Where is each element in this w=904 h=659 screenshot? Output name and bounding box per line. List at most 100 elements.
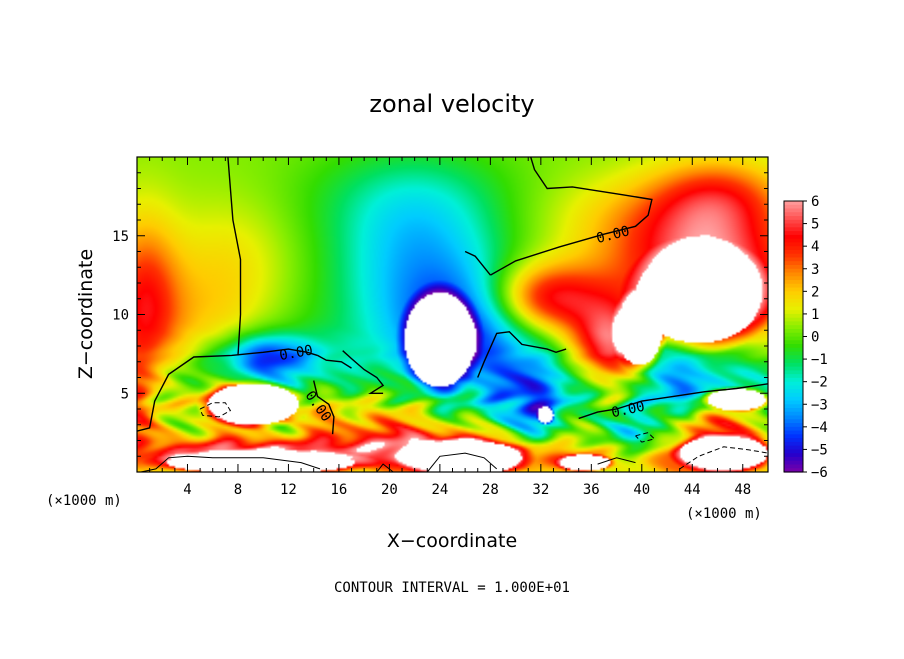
colorbar-swatch [784,291,803,296]
x-axis-ticks: 4 8 12 16 20 24 28 32 36 40 44 48 [149,157,756,498]
colorbar-swatch [784,287,803,292]
colorbar-swatch [784,249,803,255]
colorbar-swatch [784,404,803,409]
x-tick-label: 48 [734,482,751,498]
contour-label: 0.00 [278,342,314,364]
colorbar-swatch [784,208,803,213]
colorbar-swatch [784,216,803,221]
colorbar-tick-label: −6 [811,465,828,481]
colorbar-tick-label: −1 [811,352,828,368]
colorbar-swatch [784,321,803,326]
zero-contour-line [313,380,335,435]
x-tick-label: 12 [280,482,297,498]
x-tick-label: 4 [183,482,191,498]
colorbar-swatch [784,347,803,353]
x-tick-label: 44 [684,482,701,498]
zero-contour-line [464,250,491,276]
x-tick-label: 28 [482,482,499,498]
colorbar-swatch [784,246,803,251]
colorbar-swatch [784,392,803,398]
colorbar-swatch [784,276,803,281]
colorbar-swatch [784,355,803,360]
colorbar-swatch [784,223,803,228]
colorbar-swatch [784,201,803,206]
x-tick-label: 20 [381,482,398,498]
colorbar-swatch [784,212,803,217]
colorbar-swatch [784,385,803,390]
zero-contour-line [227,157,242,356]
colorbar-swatch [784,351,803,356]
x-axis-right-scale-note: (×1000 m) [686,506,762,522]
colorbar-swatch [784,396,803,402]
colorbar-swatch [784,419,803,424]
colorbar-swatch [784,325,803,330]
colorbar-tick-label: 6 [811,194,819,210]
colorbar-swatch [784,438,803,443]
colorbar-tick-label: −3 [811,397,828,413]
colorbar-swatch [784,227,803,232]
colorbar-swatch [784,445,803,451]
colorbar-swatch [784,362,803,368]
x-tick-label: 40 [633,482,650,498]
x-tick-label: 36 [583,482,600,498]
colorbar-swatch [784,453,803,458]
colorbar-swatch [784,377,803,383]
colorbar-swatch [784,411,803,417]
colorbar-swatch [784,298,803,304]
x-axis-left-scale-note: (×1000 m) [46,493,122,509]
colorbar-swatch [784,468,803,473]
positive-contour-line [140,455,321,472]
y-tick-label: 5 [121,386,129,402]
colorbar-swatch [784,449,803,454]
contour-lines [137,157,768,472]
colorbar-swatch [784,257,803,262]
zero-contour-line [477,331,567,378]
colorbar-swatch [784,408,803,413]
colorbar-tick-label: 0 [811,330,819,346]
colorbar-swatch [784,295,803,300]
velocity-field-raster [137,157,768,472]
colorbar-swatch [784,272,803,277]
colorbar-swatch [784,359,803,364]
colorbar-swatch [784,460,803,466]
colorbar-swatch [784,328,803,334]
colorbar-swatch [784,204,803,210]
x-axis-label: X−coordinate [387,530,517,552]
colorbar-tick-label: −2 [811,375,828,391]
colorbar-swatch [784,302,803,307]
colorbar-swatch [784,253,803,259]
colorbar-tick-label: 5 [811,217,819,233]
colorbar-tick-label: 1 [811,307,819,323]
colorbar-swatch [784,317,803,323]
y-tick-label: 10 [112,308,129,324]
colorbar-swatch [784,456,803,462]
colorbar-swatch [784,264,803,270]
zero-contour-line [490,157,653,276]
colorbar-swatch [784,430,803,435]
x-tick-label: 16 [330,482,347,498]
colorbar-swatch [784,434,803,439]
colorbar-swatch [784,242,803,247]
colorbar-swatch [784,340,803,345]
negative-contour-line [679,446,768,470]
y-tick-label: 15 [112,229,129,245]
negative-contour-line [199,402,232,418]
colorbar-swatch [784,423,803,428]
colorbar-swatch [784,366,803,371]
plot-area: 0.000.000.000.00 4 8 12 16 20 24 28 32 36 40 44 48 … [112,156,769,498]
colorbar-tick-label: 2 [811,284,819,300]
negative-contour-line [635,432,656,443]
colorbar-swatch [784,441,803,447]
y-axis-ticks: 5 10 15 [112,172,768,457]
colorbar: 6 5 4 3 2 1 0 −1 −2 −3 −4 −5 −6 [783,194,828,481]
zero-contour-line [578,383,768,420]
x-tick-label: 24 [431,482,448,498]
colorbar-swatch [784,374,803,379]
colorbar-swatch [784,261,803,266]
colorbar-swatch [784,268,803,274]
colorbar-tick-label: 4 [811,239,819,255]
contour-label: 0.00 [595,223,632,247]
colorbar-swatch [784,464,803,469]
contour-interval-footer: CONTOUR INTERVAL = 1.000E+01 [334,580,570,596]
